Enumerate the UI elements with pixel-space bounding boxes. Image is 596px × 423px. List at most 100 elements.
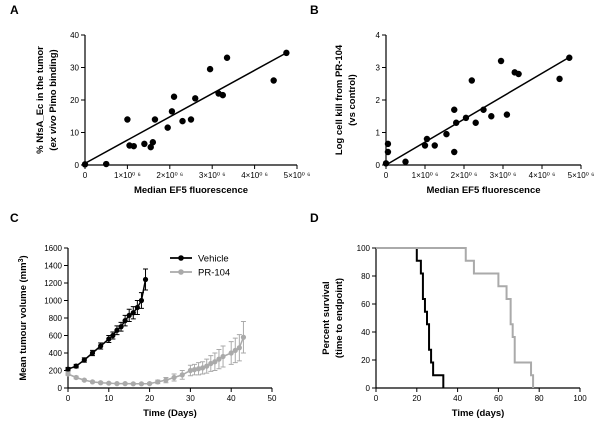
- x-tick-label: 20: [145, 394, 154, 403]
- data-point: [138, 297, 145, 304]
- x-tick-label: 3×10⁰ ⁶: [199, 171, 226, 180]
- data-point: [142, 276, 149, 283]
- scatter-point: [219, 91, 226, 99]
- data-point: [138, 381, 145, 387]
- y-axis-title-part: Percent survival: [321, 281, 332, 354]
- y-tick-label: 40: [361, 328, 370, 337]
- data-point: [130, 310, 136, 316]
- scatter-point: [384, 140, 392, 148]
- panel-a: A 0 1×10⁰ ⁶ 2×10⁰ ⁶ 3×10⁰ ⁶ 4×10⁰ ⁶ 5×10⁰ ⁶ 0 10…: [10, 3, 310, 196]
- y-tick-label: 4: [376, 31, 381, 40]
- data-point: [73, 363, 79, 369]
- data-point: [204, 363, 210, 369]
- data-point: [110, 332, 116, 339]
- scatter-point: [283, 49, 290, 57]
- data-point: [220, 353, 226, 360]
- y-axis-title: Mean tumour volume (mm3): [18, 255, 30, 380]
- data-point: [163, 377, 169, 383]
- x-tick-label: 5×10⁰ ⁶: [284, 171, 311, 180]
- data-point: [118, 324, 124, 330]
- data-point: [81, 377, 87, 383]
- data-point: [195, 366, 202, 372]
- scatter-point: [179, 117, 186, 125]
- series-line: [67, 279, 147, 370]
- y-tick-label: 100: [357, 244, 371, 253]
- y-tick-label: 800: [49, 314, 63, 323]
- scatter-point: [187, 116, 195, 123]
- data-point: [179, 372, 185, 378]
- scatter-point: [130, 142, 137, 150]
- x-tick-label: 50: [268, 394, 277, 403]
- scatter-point: [149, 139, 157, 146]
- y-axis-title-part: Mean tumour volume (mm: [18, 262, 29, 380]
- data-point: [106, 336, 112, 342]
- panel-b: B 0 1×10⁰ ⁶ 2×10⁰ ⁶ 3×10⁰ ⁶ 4×10⁰ ⁶ 5×10⁰ ⁶ 0 1 2…: [310, 3, 594, 196]
- data-point: [130, 381, 136, 387]
- y-axis-title: Log cell kill from PR-104: [334, 44, 345, 155]
- data-point: [89, 350, 96, 356]
- data-point: [208, 360, 214, 367]
- scatter-point: [472, 119, 479, 126]
- series-vehicle: [65, 268, 149, 372]
- y-axis-title-part: (vs control): [347, 74, 358, 126]
- panel-c: C 0 10 20 30 40 50 0 200 400 600 800 1000 1200 1400 160…: [10, 211, 277, 419]
- scatter-point: [170, 93, 178, 100]
- y-tick-label: 40: [70, 31, 79, 40]
- y-tick-label: 3: [376, 64, 381, 73]
- scatter-point: [223, 54, 231, 61]
- panel-d: D 0 20 40 60 80 100 0 20 40 60 80 100 Time (days) Perc…: [310, 211, 587, 419]
- data-point: [98, 380, 104, 386]
- y-tick-label: 80: [361, 272, 370, 281]
- scatter-point: [124, 116, 131, 123]
- scatter-point: [382, 160, 390, 167]
- y-axis-title: (time to endpoint): [334, 278, 345, 358]
- scatter-point: [497, 57, 505, 65]
- y-axis-title: (vs control): [347, 74, 358, 126]
- data-point: [232, 347, 238, 353]
- y-tick-label: 1: [376, 129, 381, 138]
- regression-line: [385, 55, 572, 166]
- y-axis-title: % NfsA_Ec in the tumor: [35, 46, 46, 154]
- series-vehicle: [376, 247, 445, 388]
- scatter-point: [151, 116, 159, 123]
- x-tick-label: 2×10⁰ ⁶: [156, 171, 183, 180]
- y-axis-title-part: (: [48, 147, 59, 151]
- data-point: [134, 304, 140, 311]
- scatter-point: [141, 140, 148, 148]
- scatter-point: [488, 113, 495, 120]
- y-tick-label: 0: [75, 161, 80, 170]
- y-tick-label: 10: [70, 129, 79, 138]
- data-point: [106, 380, 112, 386]
- x-tick-label: 3×10⁰ ⁶: [490, 171, 517, 180]
- scatter-point: [451, 106, 458, 113]
- data-point: [200, 365, 206, 371]
- x-tick-label: 0: [66, 394, 71, 403]
- series-pr-104: [65, 321, 247, 387]
- x-axis-title: Time (Days): [143, 408, 197, 419]
- data-point: [212, 359, 218, 365]
- data-point: [65, 366, 71, 372]
- panel-letter: A: [10, 3, 19, 17]
- x-tick-label: 40: [227, 394, 236, 403]
- y-axis-title-part: Log cell kill from PR-104: [334, 44, 345, 155]
- scatter-point: [103, 160, 110, 168]
- x-tick-label: 2×10⁰ ⁶: [451, 171, 478, 180]
- y-axis-title: (ex vivo Pimo binding): [48, 49, 59, 150]
- y-tick-label: 400: [49, 349, 63, 358]
- y-tick-label: 20: [361, 356, 370, 365]
- data-point: [147, 381, 153, 387]
- series-pr-104: [376, 247, 535, 388]
- data-point: [171, 374, 177, 381]
- y-tick-label: 60: [361, 300, 370, 309]
- legend-label: PR-104: [198, 268, 230, 279]
- x-tick-label: 0: [384, 171, 389, 180]
- scatter-point: [556, 75, 563, 83]
- x-tick-label: 30: [186, 394, 195, 403]
- scatter-point: [453, 119, 460, 126]
- panel-letter: D: [310, 211, 319, 225]
- data-point: [98, 343, 104, 349]
- y-tick-label: 1600: [44, 244, 62, 253]
- data-point: [114, 327, 120, 333]
- scatter-point: [81, 161, 89, 168]
- y-axis-title-part: ): [18, 255, 29, 258]
